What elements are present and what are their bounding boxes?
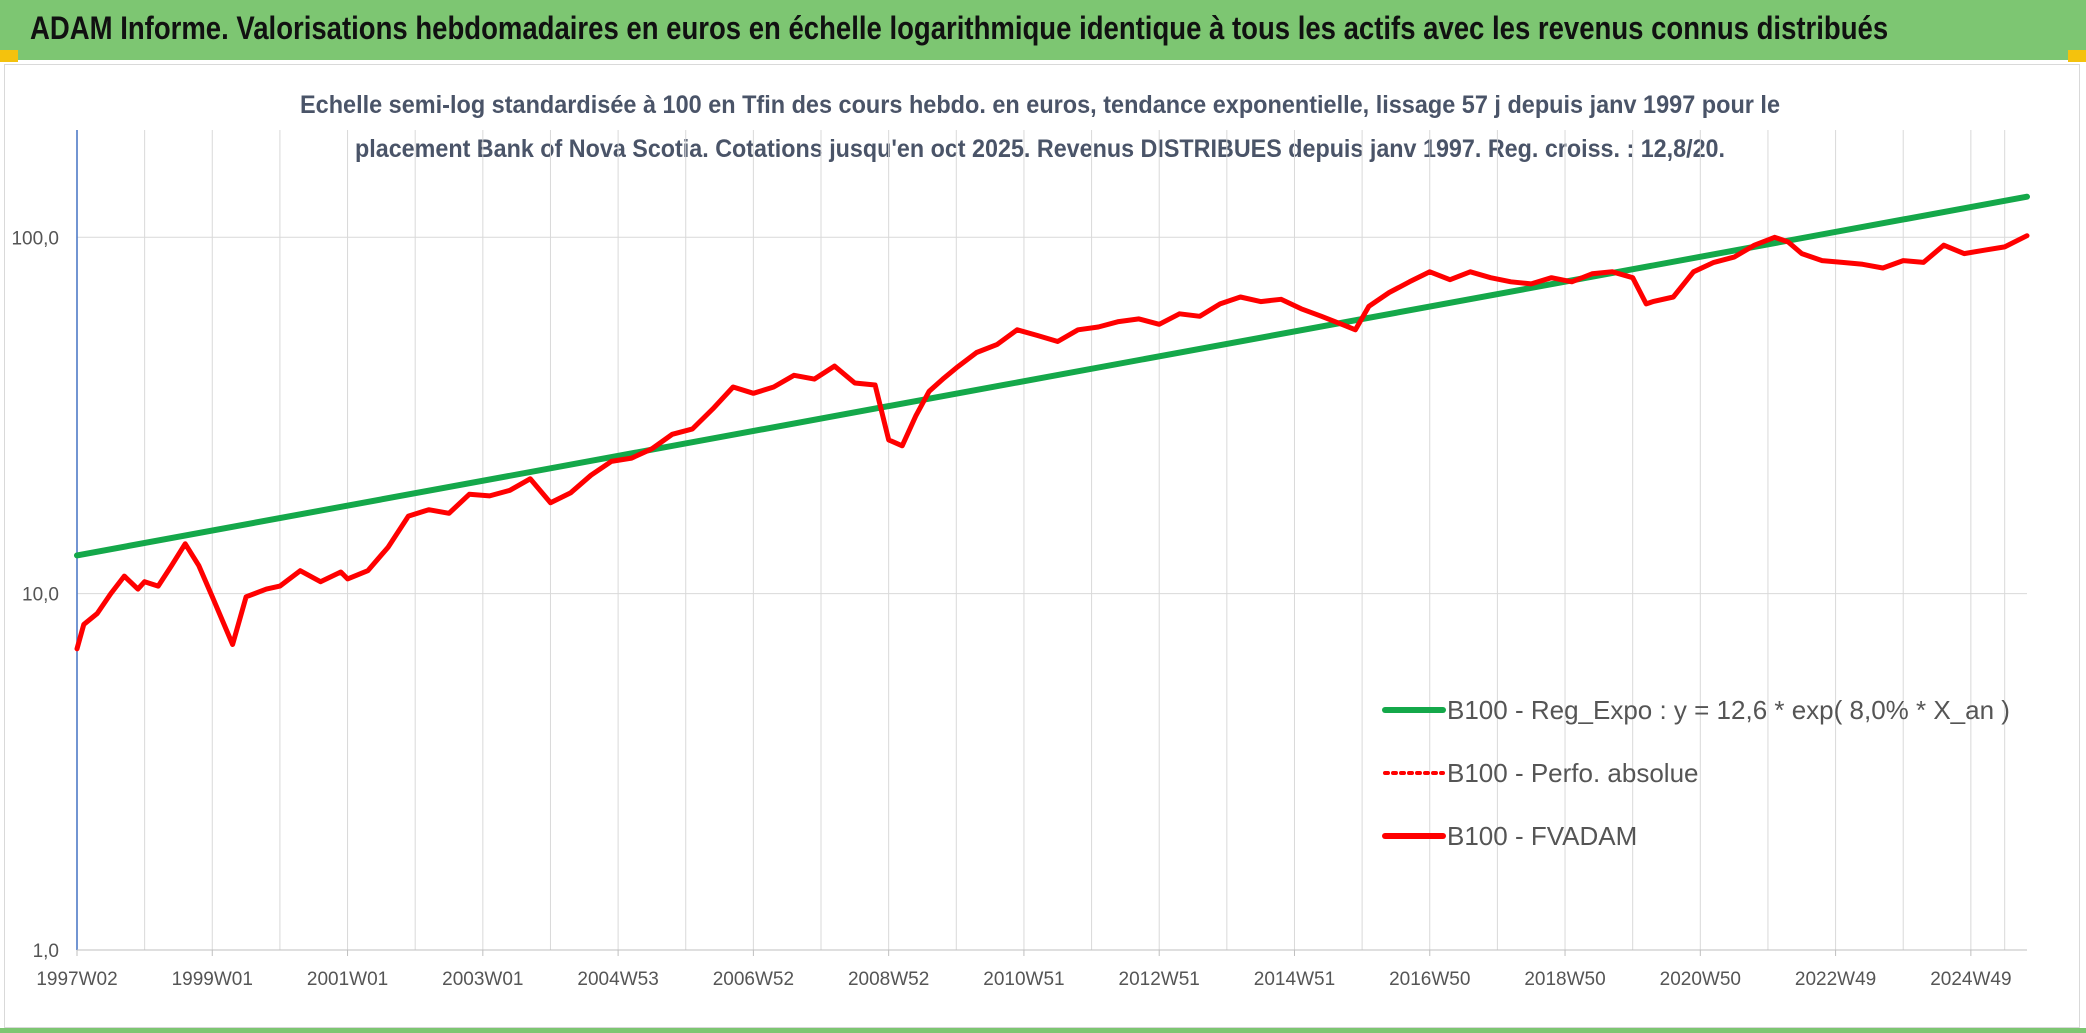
x-tick-label: 2010W51: [983, 969, 1064, 990]
fvadam-line: [74, 233, 2030, 652]
report-title: ADAM Informe. Valorisations hebdomadaire…: [30, 10, 1889, 46]
report-header: ADAM Informe. Valorisations hebdomadaire…: [0, 0, 2086, 60]
chart-subtitle-line-2: placement Bank of Nova Scotia. Cotations…: [355, 135, 1725, 163]
legend-label-regression: B100 - Reg_Expo : y = 12,6 * exp( 8,0% *…: [1447, 695, 2010, 725]
series-group: [74, 193, 2030, 652]
regression-line: [74, 193, 2030, 559]
x-tick-label: 2022W49: [1795, 969, 1876, 990]
x-tick-label: 2012W51: [1119, 969, 1200, 990]
x-tick-label: 2016W50: [1389, 969, 1470, 990]
chart-subtitle-line-1: Echelle semi-log standardisée à 100 en T…: [300, 91, 1780, 119]
gridlines: [76, 130, 2027, 956]
legend-label-perfo: B100 - Perfo. absolue: [1447, 758, 1699, 788]
right-corner-marker: [2068, 50, 2086, 62]
x-tick-label: 2001W01: [307, 969, 388, 990]
y-tick-label: 100,0: [11, 228, 59, 249]
axes: [76, 130, 2027, 951]
x-tick-label: 1999W01: [172, 969, 253, 990]
x-axis-ticks: 1997W02 1999W01 2001W01 2003W01 2004W53 2006W…: [36, 969, 2011, 990]
x-tick-label: 2004W53: [577, 969, 658, 990]
bottom-rule: [0, 1028, 2086, 1033]
x-tick-label: 2020W50: [1660, 969, 1741, 990]
legend: B100 - Reg_Expo : y = 12,6 * exp( 8,0% *…: [1382, 695, 2010, 851]
x-tick-label: 1997W02: [36, 969, 117, 990]
x-tick-label: 2018W50: [1524, 969, 1605, 990]
x-tick-label: 2006W52: [713, 969, 794, 990]
x-tick-label: 2014W51: [1254, 969, 1335, 990]
left-corner-marker: [0, 50, 18, 62]
chart-panel: [4, 64, 2080, 1028]
x-tick-label: 2003W01: [442, 969, 523, 990]
y-tick-label: 10,0: [22, 585, 59, 606]
y-axis-ticks: 1,0 10,0 100,0: [11, 228, 59, 962]
y-tick-label: 1,0: [33, 941, 59, 962]
x-tick-label: 2024W49: [1930, 969, 2011, 990]
x-tick-label: 2008W52: [848, 969, 929, 990]
legend-label-fvadam: B100 - FVADAM: [1447, 821, 1637, 851]
